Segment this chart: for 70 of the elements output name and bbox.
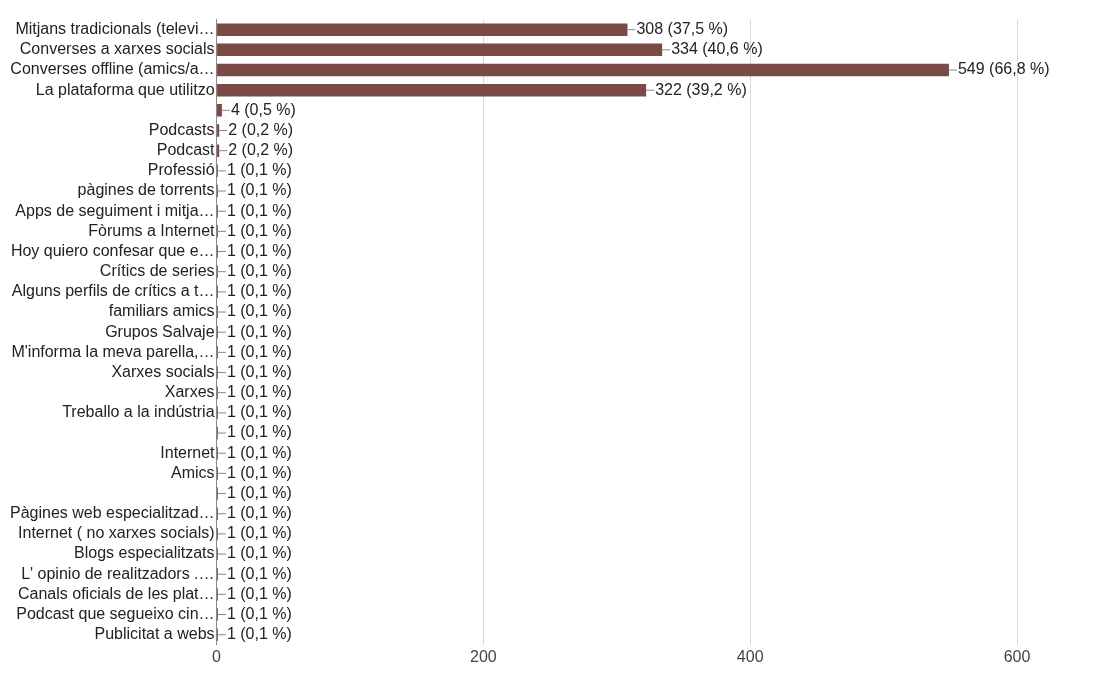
data-label: 4 (0,5 %) xyxy=(230,100,296,118)
data-label: 1 (0,1 %) xyxy=(226,221,292,239)
y-tick-label: Podcast xyxy=(156,141,216,159)
y-tick-label: Xarxes socials xyxy=(111,362,215,380)
y-tick-label: Blogs especialitzats xyxy=(74,544,215,562)
data-label: 1 (0,1 %) xyxy=(226,483,292,501)
y-tick-label: Converses a xarxes socials xyxy=(19,40,215,58)
bar xyxy=(217,83,647,97)
y-tick-label: La plataforma que utilitzo xyxy=(35,80,215,98)
data-label: 1 (0,1 %) xyxy=(226,604,292,622)
y-tick-label: Converses offline (amics/a… xyxy=(10,60,215,78)
data-label: 549 (66,8 %) xyxy=(957,60,1050,78)
data-label: 1 (0,1 %) xyxy=(226,423,292,441)
data-label: 2 (0,2 %) xyxy=(228,120,294,138)
y-tick-label: Crítics de series xyxy=(99,262,215,280)
y-tick-label: Amics xyxy=(171,463,215,481)
data-label: 1 (0,1 %) xyxy=(226,342,292,360)
data-label: 1 (0,1 %) xyxy=(226,282,292,300)
x-tick-label: 600 xyxy=(1003,647,1031,665)
data-label: 1 (0,1 %) xyxy=(226,504,292,522)
y-tick-label: Professió xyxy=(147,161,215,179)
y-tick-label: Xarxes xyxy=(164,383,215,401)
y-tick-label: Treballo a la indústria xyxy=(62,403,215,421)
bar xyxy=(217,124,220,137)
y-tick-label: Grupos Salvaje xyxy=(105,322,215,340)
bar xyxy=(217,63,949,77)
data-label: 1 (0,1 %) xyxy=(226,383,292,401)
data-label: 1 (0,1 %) xyxy=(226,161,292,179)
y-tick-label: L' opinio de realitzadors .… xyxy=(21,564,215,582)
x-tick-label: 400 xyxy=(736,647,764,665)
data-label: 1 (0,1 %) xyxy=(226,322,292,340)
bar xyxy=(217,23,628,36)
data-label: 1 (0,1 %) xyxy=(226,403,292,421)
y-tick-label: Pàgines web especialitzad… xyxy=(10,504,215,522)
x-tick-label: 200 xyxy=(470,647,497,665)
data-label: 1 (0,1 %) xyxy=(226,463,292,481)
y-tick-label: Internet xyxy=(160,443,216,461)
x-tick-label: 0 xyxy=(212,647,222,665)
y-tick-label: pàgines de torrents xyxy=(77,181,215,199)
bar xyxy=(217,104,222,117)
y-tick-label: Podcasts xyxy=(148,120,215,138)
y-tick-label: Mitjans tradicionals (televi… xyxy=(15,20,215,38)
data-label: 1 (0,1 %) xyxy=(226,625,292,643)
y-tick-label: M'informa la meva parella,… xyxy=(11,342,215,360)
data-label: 1 (0,1 %) xyxy=(226,443,292,461)
y-tick-label: Podcast que segueixo cin… xyxy=(16,604,215,622)
data-label: 1 (0,1 %) xyxy=(226,262,292,280)
data-label: 1 (0,1 %) xyxy=(226,524,292,542)
bar xyxy=(217,43,663,57)
data-label: 1 (0,1 %) xyxy=(226,201,292,219)
bar xyxy=(217,144,220,157)
data-label: 1 (0,1 %) xyxy=(226,362,292,380)
y-tick-label: Apps de seguiment i mitja… xyxy=(15,201,215,219)
data-label: 1 (0,1 %) xyxy=(226,181,292,199)
data-label: 1 (0,1 %) xyxy=(226,302,292,320)
data-label: 1 (0,1 %) xyxy=(226,544,292,562)
data-label: 308 (37,5 %) xyxy=(636,20,729,38)
data-label: 322 (39,2 %) xyxy=(655,80,747,98)
y-tick-label: Canals oficials de les plat… xyxy=(18,584,215,602)
y-tick-label: Hoy quiero confesar que e… xyxy=(10,241,215,259)
y-tick-label: Publicitat a webs xyxy=(94,625,215,643)
y-tick-label: Internet ( no xarxes socials) xyxy=(18,524,215,542)
y-tick-label: familiars amics xyxy=(108,302,215,320)
data-label: 1 (0,1 %) xyxy=(226,564,292,582)
y-tick-label: Fòrums a Internet xyxy=(88,221,216,239)
data-label: 2 (0,2 %) xyxy=(228,141,294,159)
y-tick-label: Alguns perfils de crítics a t… xyxy=(11,282,215,300)
data-label: 334 (40,6 %) xyxy=(671,40,763,58)
data-label: 1 (0,1 %) xyxy=(226,584,292,602)
data-label: 1 (0,1 %) xyxy=(226,241,292,259)
